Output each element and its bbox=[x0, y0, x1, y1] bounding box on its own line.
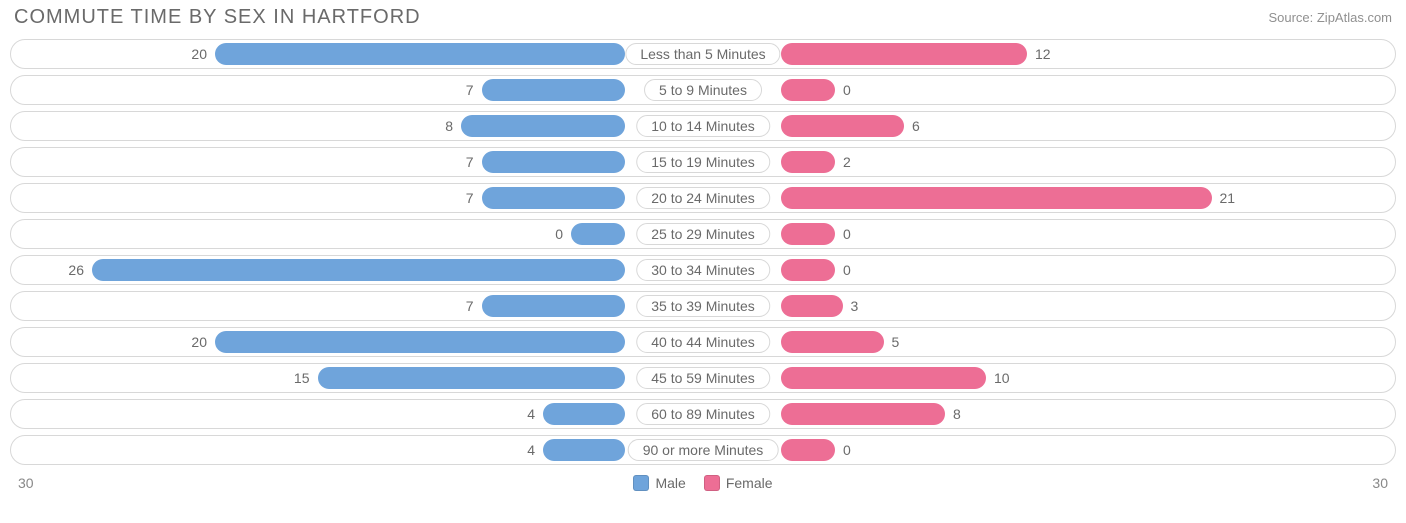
chart-row: 7 0 5 to 9 Minutes bbox=[10, 75, 1396, 105]
chart-row: 4 8 60 to 89 Minutes bbox=[10, 399, 1396, 429]
bar-male bbox=[215, 43, 625, 65]
axis-max-left: 30 bbox=[18, 475, 34, 491]
chart-row: 8 6 10 to 14 Minutes bbox=[10, 111, 1396, 141]
value-male: 7 bbox=[466, 76, 474, 104]
bar-female bbox=[781, 295, 843, 317]
value-female: 0 bbox=[843, 256, 851, 284]
bar-female bbox=[781, 403, 945, 425]
legend-swatch-female bbox=[704, 475, 720, 491]
category-label: 30 to 34 Minutes bbox=[636, 259, 770, 281]
value-female: 21 bbox=[1220, 184, 1236, 212]
legend-label-female: Female bbox=[726, 475, 773, 491]
value-female: 12 bbox=[1035, 40, 1051, 68]
bar-female bbox=[781, 115, 904, 137]
value-male: 26 bbox=[68, 256, 84, 284]
category-label: 40 to 44 Minutes bbox=[636, 331, 770, 353]
category-label: 25 to 29 Minutes bbox=[636, 223, 770, 245]
value-female: 0 bbox=[843, 436, 851, 464]
legend-swatch-male bbox=[633, 475, 649, 491]
value-male: 0 bbox=[555, 220, 563, 248]
legend-item-female: Female bbox=[704, 475, 773, 491]
bar-female bbox=[781, 79, 835, 101]
bar-male bbox=[482, 79, 626, 101]
value-female: 2 bbox=[843, 148, 851, 176]
value-male: 7 bbox=[466, 292, 474, 320]
source-attribution: Source: ZipAtlas.com bbox=[1268, 10, 1392, 25]
category-label: 90 or more Minutes bbox=[628, 439, 779, 461]
value-female: 0 bbox=[843, 76, 851, 104]
category-label: 15 to 19 Minutes bbox=[636, 151, 770, 173]
bar-female bbox=[781, 259, 835, 281]
category-label: 45 to 59 Minutes bbox=[636, 367, 770, 389]
bar-male bbox=[461, 115, 625, 137]
chart-row: 7 21 20 to 24 Minutes bbox=[10, 183, 1396, 213]
value-female: 8 bbox=[953, 400, 961, 428]
legend: Male Female bbox=[633, 475, 772, 491]
value-female: 10 bbox=[994, 364, 1010, 392]
category-label: 10 to 14 Minutes bbox=[636, 115, 770, 137]
chart-row: 7 3 35 to 39 Minutes bbox=[10, 291, 1396, 321]
category-label: 60 to 89 Minutes bbox=[636, 403, 770, 425]
bar-female bbox=[781, 367, 986, 389]
value-female: 6 bbox=[912, 112, 920, 140]
chart-row: 0 0 25 to 29 Minutes bbox=[10, 219, 1396, 249]
bar-male bbox=[318, 367, 626, 389]
bar-female bbox=[781, 331, 884, 353]
header: COMMUTE TIME BY SEX IN HARTFORD Source: … bbox=[0, 0, 1406, 39]
category-label: 35 to 39 Minutes bbox=[636, 295, 770, 317]
bar-male bbox=[482, 187, 626, 209]
legend-item-male: Male bbox=[633, 475, 685, 491]
chart-row: 15 10 45 to 59 Minutes bbox=[10, 363, 1396, 393]
value-male: 20 bbox=[191, 40, 207, 68]
value-female: 0 bbox=[843, 220, 851, 248]
axis-max-right: 30 bbox=[1372, 475, 1388, 491]
bar-female bbox=[781, 187, 1212, 209]
category-label: Less than 5 Minutes bbox=[625, 43, 780, 65]
bar-male bbox=[482, 151, 626, 173]
bar-male bbox=[543, 439, 625, 461]
bar-male bbox=[543, 403, 625, 425]
legend-label-male: Male bbox=[655, 475, 685, 491]
chart-row: 26 0 30 to 34 Minutes bbox=[10, 255, 1396, 285]
value-male: 4 bbox=[527, 400, 535, 428]
value-female: 3 bbox=[851, 292, 859, 320]
value-male: 20 bbox=[191, 328, 207, 356]
bar-male bbox=[482, 295, 626, 317]
category-label: 5 to 9 Minutes bbox=[644, 79, 762, 101]
value-male: 7 bbox=[466, 148, 474, 176]
bar-male bbox=[215, 331, 625, 353]
bar-male bbox=[571, 223, 625, 245]
category-label: 20 to 24 Minutes bbox=[636, 187, 770, 209]
bar-female bbox=[781, 151, 835, 173]
chart-row: 20 5 40 to 44 Minutes bbox=[10, 327, 1396, 357]
chart-row: 7 2 15 to 19 Minutes bbox=[10, 147, 1396, 177]
chart-footer: 30 Male Female 30 bbox=[0, 471, 1406, 497]
value-male: 7 bbox=[466, 184, 474, 212]
chart-row: 20 12 Less than 5 Minutes bbox=[10, 39, 1396, 69]
value-female: 5 bbox=[892, 328, 900, 356]
bar-female bbox=[781, 223, 835, 245]
value-male: 8 bbox=[445, 112, 453, 140]
diverging-bar-chart: 2012Less than 5 Minutes705 to 9 Minutes8… bbox=[0, 39, 1406, 465]
chart-row: 4 0 90 or more Minutes bbox=[10, 435, 1396, 465]
chart-title: COMMUTE TIME BY SEX IN HARTFORD bbox=[14, 6, 421, 29]
bar-male bbox=[92, 259, 625, 281]
bar-female bbox=[781, 43, 1027, 65]
bar-female bbox=[781, 439, 835, 461]
value-male: 4 bbox=[527, 436, 535, 464]
value-male: 15 bbox=[294, 364, 310, 392]
